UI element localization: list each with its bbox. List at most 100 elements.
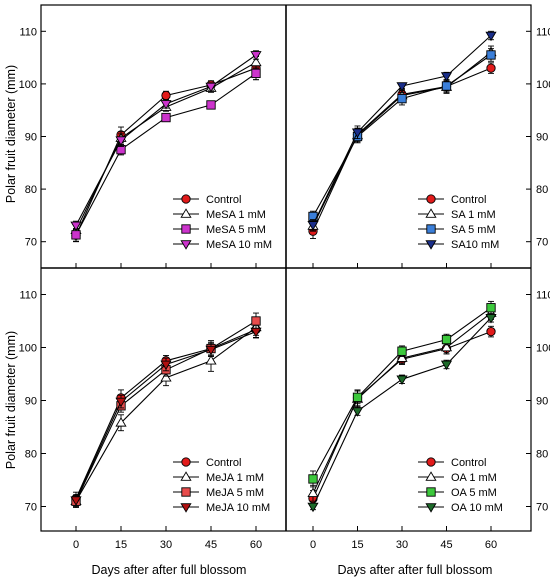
x-tick-label: 15 [115,539,127,551]
chart-panel-bottom-left: 70 80 90 100 110 0 15 30 45 60 Control MeJA 1 mM MeJ… [19,290,271,552]
data-point-1-0 [307,487,319,498]
y-axis-title-top: Polar fruit diameter (mm) [4,65,18,203]
data-point-0-2 [161,90,171,101]
data-point-2-3 [441,334,452,345]
legend-marker [180,208,192,218]
y-tick-label: 110 [19,26,37,38]
data-point-2-4 [486,50,496,60]
legend-marker [426,194,436,204]
chart-panel-top-right: 70 80 90 100 110 Control SA 1 mM SA 5 mM SA10 mM [307,26,550,268]
legend-label: MeJA 5 mM [206,487,264,499]
x-tick-label: 60 [250,539,262,551]
y-tick-label: 90 [536,132,548,144]
legend-label: OA 10 mM [451,502,503,514]
y-tick-label: 80 [25,449,37,461]
data-point-3-4 [485,314,497,324]
legend-label: MeSA 1 mM [206,209,266,221]
data-point-2-4 [251,316,261,326]
y-tick-label: 70 [536,502,548,514]
y-axis-title-bottom: Polar fruit diameter (mm) [4,331,18,469]
data-point-3-2 [160,100,172,110]
data-point-3-0 [70,496,82,506]
legend-marker [181,487,191,497]
data-point-3-1 [351,128,364,138]
y-tick-label: 110 [536,290,550,302]
x-tick-label: 30 [396,539,408,551]
legend-label: Control [206,194,241,206]
legend-marker [181,224,191,234]
legend-marker [425,471,437,481]
data-point-1-4 [250,56,262,67]
data-point-3-4 [485,31,497,42]
legend-label: MeJA 10 mM [206,502,270,514]
legend-label: Control [451,194,486,206]
legend-label: SA 5 mM [451,224,496,236]
data-point-3-1 [351,407,364,417]
legend-label: MeSA 5 mM [206,224,266,236]
x-axis-title-left: Days after after full blossom [92,563,247,577]
y-tick-label: 100 [19,79,37,91]
legend-marker [180,503,192,513]
y-tick-label: 90 [25,132,37,144]
legend-label: OA 1 mM [451,472,497,484]
y-tick-label: 90 [536,396,548,408]
data-point-0-4 [486,326,496,337]
legend-label: OA 5 mM [451,487,497,499]
y-tick-label: 70 [25,237,37,249]
data-point-2-0 [308,474,318,484]
legend-marker [181,457,191,467]
data-point-2-2 [397,346,407,356]
legend-marker [425,240,437,250]
data-point-3-0 [70,221,82,232]
legend-label: Control [206,457,241,469]
legend-label: Control [451,457,486,469]
data-point-3-3 [205,345,217,356]
data-point-2-2 [397,93,407,104]
y-tick-label: 80 [25,184,37,196]
legend-marker [426,224,436,234]
x-tick-label: 45 [440,539,452,551]
data-point-3-3 [205,82,217,93]
y-tick-label: 110 [536,26,550,38]
data-point-3-0 [307,221,319,231]
data-point-2-3 [441,81,452,91]
x-tick-label: 60 [485,539,497,551]
data-point-3-1 [115,136,127,146]
x-tick-label: 0 [310,539,316,551]
y-tick-label: 100 [19,343,37,355]
legend-label: SA 1 mM [451,209,496,221]
legend-marker [181,194,191,204]
data-point-3-4 [250,327,262,338]
data-point-1-3 [205,355,217,365]
legend-marker [425,503,437,513]
data-point-1-2 [396,352,408,362]
x-tick-label: 15 [351,539,363,551]
x-axis-title-right: Days after after full blossom [338,563,493,577]
data-point-3-2 [396,82,408,92]
y-tick-label: 70 [536,237,548,249]
data-point-3-2 [160,360,172,371]
legend-marker [180,240,192,250]
chart-panel-bottom-right: 70 80 90 100 110 0 15 30 45 60 Control OA 1 mM OA 5 … [307,290,550,551]
y-tick-label: 80 [536,184,548,196]
data-point-0-4 [486,63,496,73]
y-tick-label: 70 [25,502,37,514]
legend-marker [425,208,437,218]
data-point-1-1 [115,417,127,427]
data-point-3-3 [440,360,453,371]
y-tick-label: 90 [25,396,37,408]
legend-marker [180,471,192,481]
x-tick-label: 0 [73,539,79,551]
data-point-3-0 [307,502,319,513]
y-tick-label: 80 [536,449,548,461]
legend-label: SA10 mM [451,239,499,251]
data-point-1-3 [440,341,453,352]
data-point-2-4 [251,68,261,79]
data-point-2-0 [71,230,81,240]
y-tick-label: 100 [536,79,550,91]
legend-marker [426,487,436,497]
legend-label: MeJA 1 mM [206,472,264,484]
data-point-2-3 [206,100,216,110]
data-point-2-1 [352,392,363,402]
panels-layer: 70 80 90 100 110 Control MeSA 1 mM MeSA 5 mM MeS… [19,4,550,552]
